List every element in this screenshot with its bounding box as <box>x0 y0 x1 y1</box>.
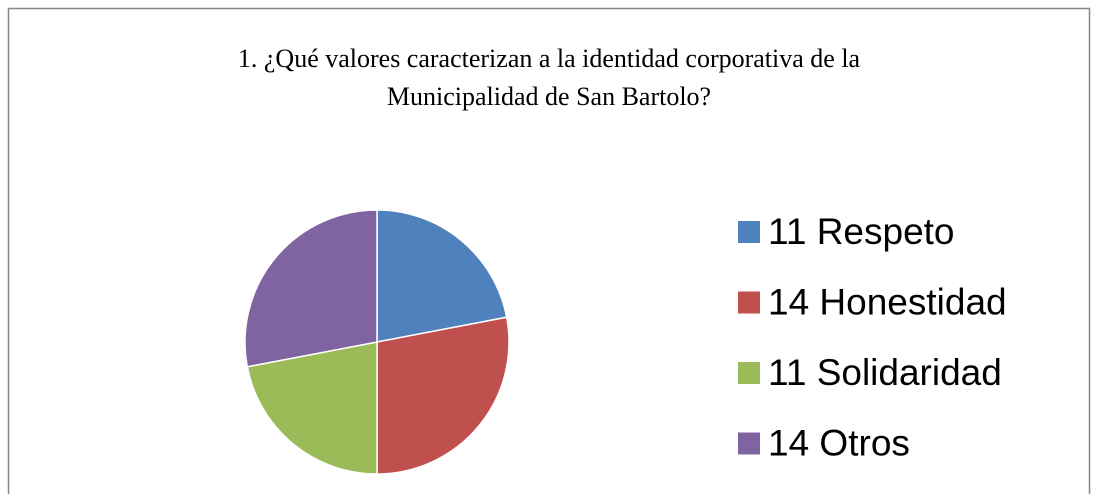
pie-slice <box>376 316 510 475</box>
legend-label: 14 Honestidad <box>768 281 1007 322</box>
legend-label: 11 Solidaridad <box>768 352 1002 393</box>
chart-title: Municipalidad de San Bartolo? <box>387 82 711 111</box>
legend-swatch <box>738 221 760 243</box>
chart-border <box>7 7 1091 494</box>
chart-title: 1. ¿Qué valores caracterizan a la identi… <box>238 44 861 73</box>
legend-label: 14 Otros <box>768 422 910 463</box>
pie-slice <box>376 209 508 343</box>
pie-slice <box>244 209 378 368</box>
legend-label: 11 Respeto <box>768 211 955 252</box>
legend-swatch <box>738 362 760 384</box>
legend-swatch <box>738 291 760 314</box>
legend-swatch <box>738 432 760 455</box>
pie-slice <box>246 341 378 475</box>
